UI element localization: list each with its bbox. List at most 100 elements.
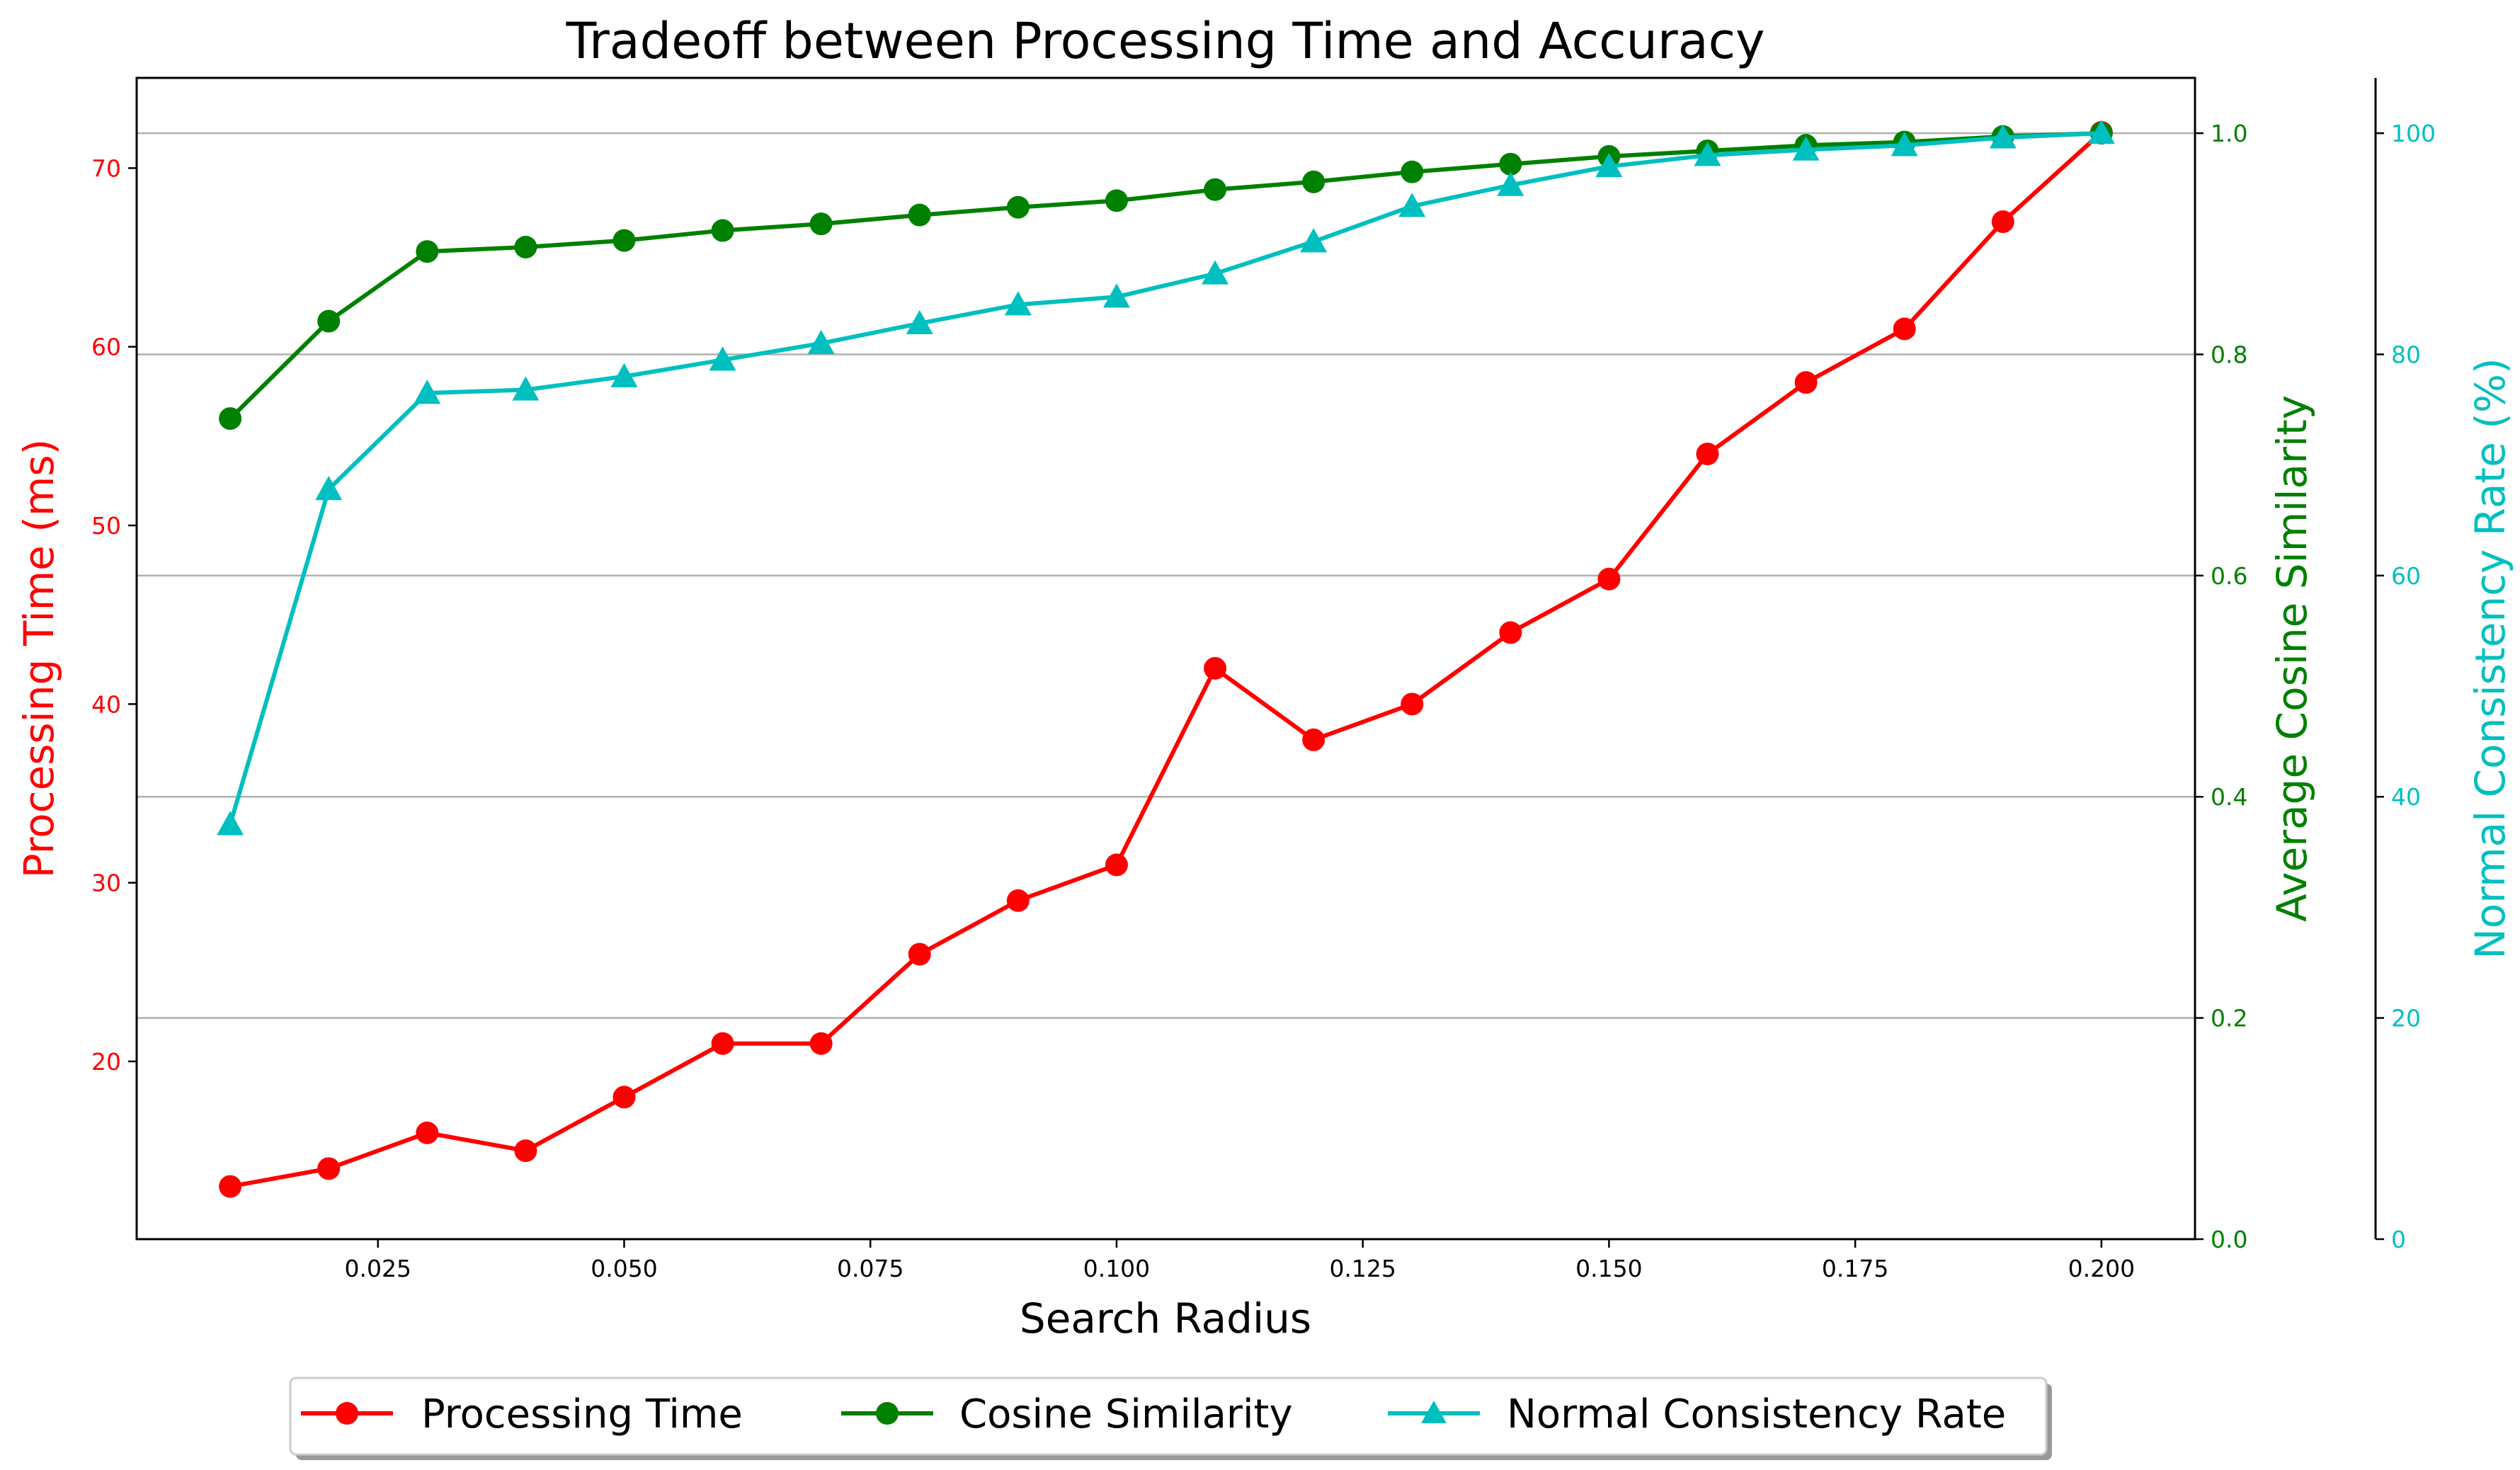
right2-tick-label: 40	[2391, 783, 2421, 811]
x-tick-label: 0.075	[837, 1255, 903, 1282]
data-point-cosine-similarity	[711, 219, 734, 242]
x-axis-label: Search Radius	[1020, 1294, 1311, 1343]
data-point-processing-time	[1302, 728, 1325, 751]
right1-tick-label: 0.6	[2211, 562, 2247, 590]
data-point-processing-time	[612, 1086, 636, 1109]
data-point-cosine-similarity	[416, 240, 439, 263]
data-point-normal-consistency-rate	[709, 346, 736, 371]
data-point-cosine-similarity	[1499, 152, 1522, 176]
data-point-processing-time	[809, 1032, 833, 1055]
data-point-cosine-similarity	[1302, 170, 1325, 193]
series-line-processing-time	[229, 130, 2103, 1189]
right2-axis-label: Normal Consistency Rate (%)	[2466, 358, 2514, 959]
series-layer	[217, 120, 2115, 1198]
data-point-cosine-similarity	[809, 212, 833, 236]
data-point-processing-time	[908, 942, 931, 966]
legend-item-processing-time: Processing Time	[301, 1391, 743, 1437]
right1-axis-label: Average Cosine Similarity	[2268, 395, 2316, 922]
data-point-normal-consistency-rate	[414, 380, 441, 404]
right2-tick-label: 80	[2391, 341, 2421, 368]
x-tick-label: 0.050	[591, 1255, 657, 1282]
legend-label-normal-consistency-rate: Normal Consistency Rate	[1507, 1391, 2006, 1437]
data-point-normal-consistency-rate	[1891, 132, 1918, 156]
data-point-cosine-similarity	[612, 229, 636, 252]
legend-label-processing-time: Processing Time	[421, 1391, 743, 1437]
x-tick-label: 0.125	[1329, 1255, 1396, 1282]
data-point-normal-consistency-rate	[807, 329, 835, 355]
series-normal-consistency-rate	[217, 120, 2115, 836]
data-point-normal-consistency-rate	[217, 811, 244, 836]
left-axis-label: Processing Time (ms)	[15, 439, 63, 879]
data-point-normal-consistency-rate	[1989, 124, 2017, 149]
right-y-axis-consistency: 0 20 40 60 80 100	[2374, 78, 2436, 1253]
x-tick-label: 0.200	[2068, 1255, 2135, 1282]
left-tick-label: 30	[91, 870, 121, 897]
data-point-processing-time	[219, 1175, 242, 1198]
x-tick-label: 0.150	[1575, 1255, 1642, 1282]
legend-marker-circle-green	[876, 1402, 899, 1425]
data-point-processing-time	[1105, 853, 1128, 877]
data-point-processing-time	[1204, 656, 1227, 680]
right2-tick-label: 0	[2391, 1226, 2406, 1253]
data-point-processing-time	[1893, 317, 1916, 341]
data-point-processing-time	[1006, 889, 1030, 912]
data-point-normal-consistency-rate	[512, 376, 540, 401]
left-tick-label: 70	[91, 154, 121, 182]
data-point-processing-time	[1597, 567, 1621, 591]
data-point-cosine-similarity	[514, 235, 537, 258]
right1-tick-label: 0.2	[2211, 1005, 2247, 1032]
legend-item-normal-consistency-rate: Normal Consistency Rate	[1388, 1391, 2006, 1437]
data-point-normal-consistency-rate	[2087, 120, 2115, 144]
data-point-processing-time	[514, 1139, 537, 1163]
data-point-processing-time	[317, 1157, 341, 1180]
data-point-normal-consistency-rate	[1497, 171, 1524, 196]
left-y-axis: 20 30 40 50 60 70	[91, 154, 137, 1076]
data-point-normal-consistency-rate	[906, 309, 933, 334]
right1-tick-label: 0.4	[2211, 783, 2247, 811]
left-tick-label: 40	[91, 690, 121, 718]
data-point-processing-time	[1499, 621, 1522, 644]
legend-box	[289, 1377, 2048, 1456]
legend-item-cosine-similarity: Cosine Similarity	[841, 1391, 1293, 1437]
left-tick-label: 60	[91, 334, 121, 361]
data-point-normal-consistency-rate	[315, 476, 343, 501]
left-tick-label: 20	[91, 1048, 121, 1076]
data-point-normal-consistency-rate	[610, 363, 638, 387]
data-point-processing-time	[1696, 443, 1719, 466]
data-point-normal-consistency-rate	[1595, 152, 1623, 178]
data-point-cosine-similarity	[1204, 178, 1227, 201]
x-axis: 0.025 0.050 0.075 0.100 0.125 0.150 0.175 0.200	[345, 1239, 2135, 1282]
data-point-cosine-similarity	[317, 309, 341, 333]
data-point-processing-time	[416, 1121, 439, 1144]
right2-tick-label: 100	[2391, 120, 2436, 147]
x-tick-label: 0.100	[1083, 1255, 1150, 1282]
series-line-cosine-similarity	[228, 131, 2102, 421]
data-point-normal-consistency-rate	[1202, 260, 1229, 285]
data-point-normal-consistency-rate	[1792, 136, 1820, 161]
legend-marker-triangle-cyan	[1421, 1401, 1447, 1423]
data-point-cosine-similarity	[1006, 195, 1030, 219]
x-tick-label: 0.025	[345, 1255, 411, 1282]
right1-tick-label: 1.0	[2211, 120, 2247, 147]
data-point-cosine-similarity	[908, 203, 931, 227]
right-y-axis-cosine: 0.0 0.2 0.4 0.6 0.8 1.0	[2194, 78, 2247, 1253]
data-point-cosine-similarity	[1401, 160, 1424, 183]
series-line-normal-consistency-rate	[228, 131, 2102, 826]
data-point-normal-consistency-rate	[1300, 228, 1328, 253]
series-processing-time	[219, 120, 2113, 1198]
data-point-cosine-similarity	[219, 407, 242, 431]
chart-title: Tradeoff between Processing Time and Acc…	[565, 12, 1764, 70]
data-point-normal-consistency-rate	[1102, 283, 1130, 308]
right2-tick-label: 60	[2391, 562, 2421, 590]
legend: Processing Time Cosine Similarity Normal…	[289, 1377, 2052, 1460]
right1-tick-label: 0.0	[2211, 1226, 2247, 1253]
data-point-normal-consistency-rate	[1004, 291, 1032, 316]
right2-tick-label: 20	[2391, 1005, 2421, 1032]
data-point-cosine-similarity	[1105, 189, 1128, 212]
data-point-normal-consistency-rate	[1398, 193, 1426, 217]
data-point-processing-time	[1401, 693, 1424, 716]
x-tick-label: 0.175	[1822, 1255, 1888, 1282]
data-point-processing-time	[1794, 371, 1818, 394]
